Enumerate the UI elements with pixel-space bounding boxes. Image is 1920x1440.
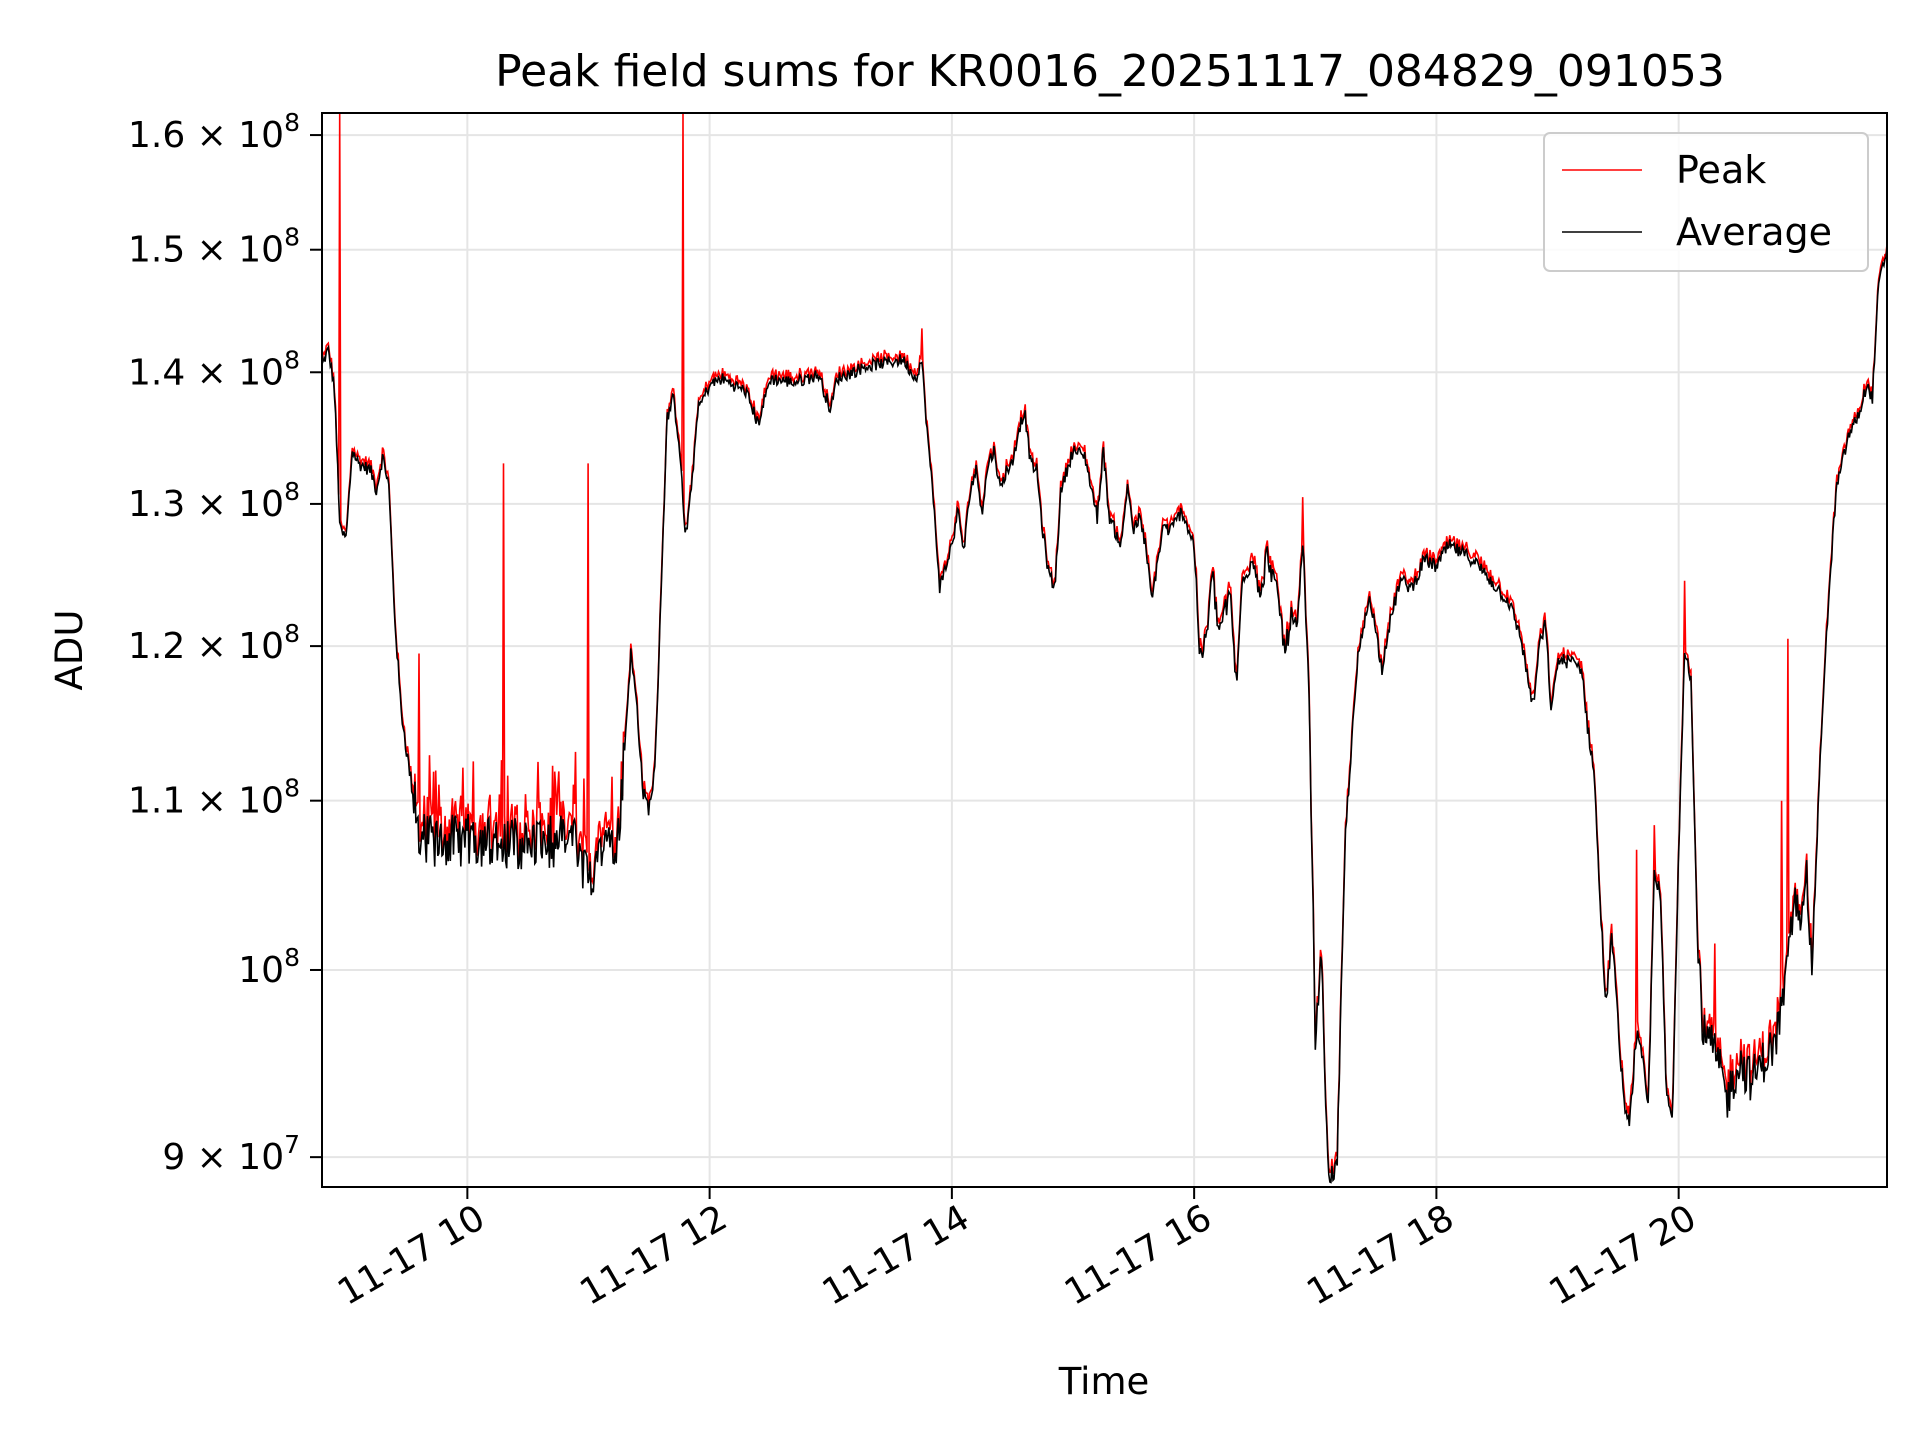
plot-area bbox=[322, 113, 1887, 1184]
y-tick-label: 1.5 × 108 bbox=[128, 223, 300, 271]
legend-peak-label: Peak bbox=[1676, 148, 1766, 192]
y-tick-label: 108 bbox=[238, 943, 300, 991]
average-series-line bbox=[322, 248, 1887, 1184]
legend-box bbox=[1543, 132, 1869, 272]
chart-title: Peak field sums for KR0016_20251117_0848… bbox=[495, 46, 1725, 97]
y-axis-label: ADU bbox=[48, 610, 91, 691]
x-axis-label: Time bbox=[1058, 1360, 1150, 1403]
y-tick-label: 1.2 × 108 bbox=[128, 619, 300, 667]
y-tick-label: 1.3 × 108 bbox=[128, 477, 300, 525]
y-axis: 9 × 107 108 1.1 × 108 1.2 × 108 1.3 × 108 1.4… bbox=[128, 108, 322, 1178]
y-tick-label: 1.1 × 108 bbox=[128, 774, 300, 822]
y-tick-label: 1.4 × 108 bbox=[128, 345, 300, 393]
plot-frame bbox=[321, 112, 1888, 1188]
y-tick-label: 1.6 × 108 bbox=[128, 108, 300, 156]
legend: Peak Average bbox=[1543, 132, 1869, 272]
legend-average-label: Average bbox=[1676, 210, 1832, 254]
y-tick-label: 9 × 107 bbox=[162, 1130, 300, 1178]
